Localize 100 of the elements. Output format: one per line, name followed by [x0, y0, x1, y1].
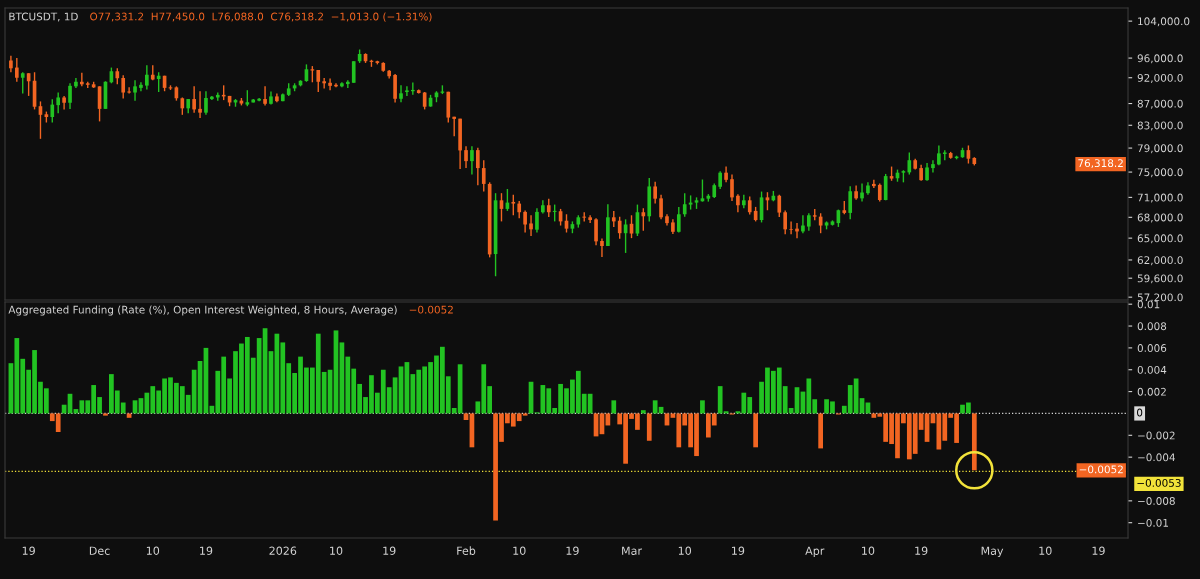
- candlestick: [263, 85, 267, 107]
- bar: [126, 413, 132, 418]
- candlestick: [328, 77, 332, 91]
- y-tick-label: 68,000.0: [1137, 213, 1183, 223]
- candlestick: [676, 206, 681, 234]
- x-tick-label: Apr: [805, 546, 825, 558]
- candlestick: [588, 214, 592, 224]
- x-tick-label: 19: [732, 546, 745, 555]
- candlestick: [801, 214, 805, 234]
- chart-subtitle: O77,331.2 H77,450.0 L76,088.0 C76,318.2 −1,013.0 (−1.31%): [90, 12, 432, 22]
- candlestick: [481, 159, 486, 193]
- x-tick-label: 19: [566, 546, 579, 555]
- bar: [971, 413, 977, 471]
- candlestick: [192, 85, 196, 114]
- candlestick: [145, 64, 149, 91]
- candlestick: [848, 185, 853, 221]
- candlestick: [789, 220, 793, 235]
- candlestick: [730, 173, 734, 202]
- candlestick: [476, 147, 480, 186]
- bar: [646, 413, 652, 441]
- x-tick-label: 19: [383, 546, 396, 555]
- candlestick: [523, 209, 527, 234]
- candlestick: [747, 195, 752, 216]
- y-tick-label: 65,000.0: [1137, 234, 1183, 244]
- candlestick: [198, 90, 202, 119]
- candlestick: [535, 207, 539, 234]
- candlestick: [659, 194, 663, 221]
- annotation: −0.0052: [1079, 465, 1123, 474]
- candlestick: [68, 82, 72, 110]
- y-tick-label: 0.006: [1137, 344, 1167, 352]
- candlestick: [783, 209, 788, 235]
- bar: [611, 400, 617, 414]
- candlestick: [617, 215, 622, 240]
- candlestick: [653, 181, 657, 205]
- x-tick-label: 10: [330, 546, 343, 555]
- candlestick: [345, 79, 350, 89]
- x-tick-label: 10: [1039, 546, 1052, 555]
- y-tick-label: 104,000.0: [1138, 17, 1190, 27]
- x-tick-label: 19: [200, 546, 213, 555]
- y-tick-label: −0.002: [1138, 431, 1175, 440]
- x-tick-label: Mar: [622, 546, 642, 555]
- x-tick-label: 19: [1092, 546, 1105, 555]
- y-tick-label: 0.004: [1137, 365, 1167, 374]
- y-tick-label: 83,000.0: [1137, 121, 1183, 131]
- candlestick: [133, 79, 137, 102]
- candlestick: [399, 84, 403, 103]
- candlestick: [777, 194, 782, 218]
- y-tick-label: 62,000.0: [1137, 256, 1183, 266]
- y-tick-label: 75,000.0: [1137, 168, 1183, 178]
- candlestick: [546, 197, 551, 218]
- x-tick-label: Feb: [457, 546, 476, 555]
- y-tick-label: 96,000.0: [1137, 54, 1183, 64]
- candlestick: [682, 192, 687, 218]
- x-tick-label: 10: [862, 546, 875, 555]
- candlestick: [470, 145, 474, 176]
- candlestick: [937, 144, 941, 167]
- y-tick-label: 92,000.0: [1137, 73, 1183, 83]
- x-tick-label: 10: [513, 546, 526, 555]
- annotation: 76,318.2: [1078, 159, 1123, 169]
- candlestick: [736, 193, 740, 213]
- x-tick-label: 10: [678, 546, 692, 555]
- ref-line-label: −0.0053: [1137, 479, 1181, 487]
- y-tick-label: −0.01: [1138, 518, 1168, 527]
- candlestick: [204, 90, 208, 116]
- bar: [463, 413, 469, 420]
- candlestick: [872, 179, 876, 189]
- candlestick: [594, 217, 598, 246]
- y-tick-label: 87,000.0: [1137, 99, 1183, 109]
- bar: [818, 413, 824, 449]
- y-tick-label: −0.004: [1138, 453, 1175, 462]
- candlestick: [139, 81, 143, 92]
- x-tick-label: 10: [146, 546, 160, 555]
- y-tick-label: 0.008: [1137, 322, 1167, 331]
- y-tick-label: 79,000.0: [1137, 144, 1183, 154]
- candlestick: [393, 73, 397, 104]
- candlestick: [883, 173, 888, 202]
- candlestick: [931, 159, 935, 174]
- candlestick: [156, 71, 161, 93]
- candlestick: [121, 74, 126, 100]
- bar: [103, 413, 108, 416]
- candlestick: [316, 69, 321, 93]
- candlestick: [351, 60, 356, 84]
- candlestick: [20, 71, 25, 95]
- candlestick: [322, 77, 326, 90]
- candlestick: [907, 151, 912, 176]
- bar: [753, 413, 758, 448]
- y-tick-label: −0.008: [1138, 497, 1175, 505]
- chart-subtitle: −0.0052: [409, 305, 453, 314]
- x-tick-label: May: [981, 546, 1004, 558]
- x-tick-label: 19: [22, 546, 35, 555]
- candlestick: [511, 194, 516, 216]
- candlestick: [464, 145, 468, 169]
- chart-title: Aggregated Funding (Rate (%), Open Interest Weighted, 8 Hours, Average): [8, 305, 397, 316]
- bar: [700, 400, 705, 414]
- x-tick-label: 19: [915, 546, 928, 555]
- y-tick-label: 0.002: [1137, 387, 1166, 396]
- x-tick-label: Dec: [89, 546, 110, 555]
- candlestick: [600, 237, 604, 258]
- candlestick: [860, 182, 864, 203]
- candlestick: [56, 91, 61, 114]
